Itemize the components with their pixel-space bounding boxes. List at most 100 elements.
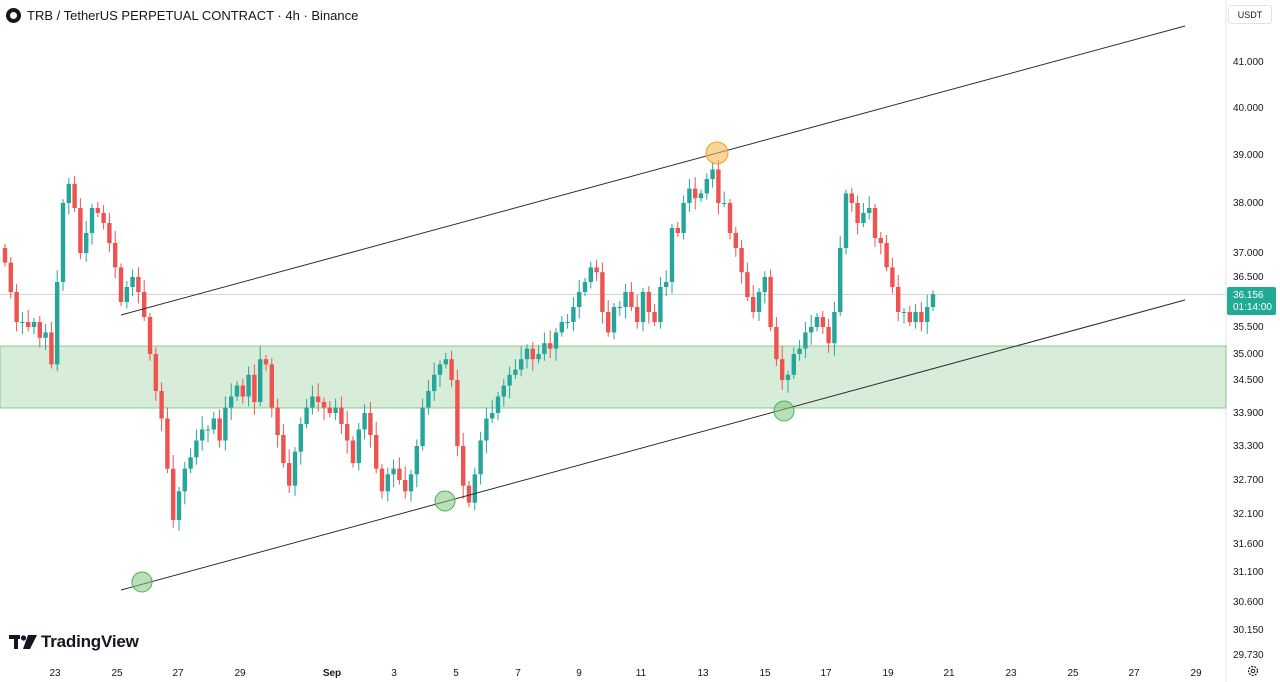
candle: [142, 280, 147, 321]
settings-gear-icon[interactable]: [1246, 664, 1260, 678]
candle-body: [513, 369, 518, 375]
candle: [919, 302, 924, 332]
candle-body: [298, 424, 303, 452]
candle-body: [739, 248, 744, 273]
candle-body: [565, 322, 570, 323]
symbol-title: TRB / TetherUS PERPETUAL CONTRACT · 4h ·…: [27, 7, 359, 23]
candle: [548, 330, 553, 359]
candle: [652, 304, 657, 326]
candle: [426, 380, 431, 415]
current-price-tag: 36.156 01:14:00: [1227, 287, 1276, 315]
candle-body: [176, 491, 182, 520]
candle-body: [472, 474, 477, 503]
channel-lower-line[interactable]: [120, 299, 1186, 591]
candle-body: [536, 354, 541, 360]
candle-body: [698, 193, 704, 199]
candle: [606, 300, 611, 337]
candle: [159, 382, 164, 432]
price-tick-label: 29.730: [1233, 650, 1264, 661]
candle: [316, 383, 321, 412]
candle-body: [780, 359, 785, 380]
candle-body: [374, 435, 379, 469]
support-zone: [0, 345, 1227, 409]
candle: [733, 227, 738, 257]
candle-body: [704, 179, 709, 194]
time-tick-label: 23: [1005, 668, 1017, 679]
candle-body: [66, 183, 71, 203]
candle: [484, 407, 489, 454]
candle: [814, 313, 820, 332]
candle-body: [37, 322, 42, 338]
candle-body: [159, 391, 164, 419]
symbol-header[interactable]: TRB / TetherUS PERPETUAL CONTRACT · 4h ·…: [6, 6, 358, 24]
candle-body: [751, 297, 756, 312]
candle: [14, 284, 19, 332]
candle-body: [507, 374, 512, 386]
candle: [913, 304, 918, 329]
candle-body: [826, 327, 831, 344]
candle-body: [849, 193, 854, 203]
candle-body: [171, 468, 176, 520]
candle: [623, 284, 628, 319]
candle: [252, 364, 257, 415]
candle: [165, 407, 170, 474]
candle: [658, 277, 663, 329]
candle: [884, 235, 889, 272]
tradingview-logo[interactable]: TradingView: [9, 632, 139, 652]
candle: [507, 366, 512, 399]
time-tick-label: 23: [49, 668, 61, 679]
candle: [49, 322, 54, 369]
candle: [275, 398, 280, 448]
candle-body: [316, 396, 321, 402]
time-tick-label: 29: [234, 668, 246, 679]
candle: [872, 204, 878, 247]
channel-upper-line[interactable]: [120, 25, 1186, 316]
candle: [362, 404, 367, 440]
candle-body: [304, 407, 309, 424]
candle: [31, 318, 37, 335]
candle: [60, 199, 66, 291]
candle: [513, 359, 518, 379]
symbol-logo-icon: [6, 7, 21, 23]
candle: [478, 431, 483, 485]
candle: [449, 350, 454, 388]
candle: [176, 486, 182, 531]
touch-marker-high: [705, 141, 729, 165]
time-tick-label: Sep: [323, 668, 341, 679]
candle: [838, 236, 843, 316]
candle: [722, 191, 727, 207]
time-tick-label: 19: [882, 668, 894, 679]
candle: [710, 161, 715, 188]
candle-body: [43, 332, 48, 338]
candle: [791, 347, 796, 379]
touch-marker-low-1: [131, 571, 153, 593]
candle-body: [693, 188, 698, 199]
candle: [664, 270, 669, 296]
candle: [803, 322, 808, 359]
candle: [687, 179, 692, 212]
time-tick-label: 9: [576, 668, 582, 679]
candle-body: [901, 312, 907, 313]
candle: [849, 187, 854, 212]
candle: [640, 288, 646, 332]
candle: [867, 196, 872, 220]
candle: [385, 467, 390, 502]
candle: [466, 481, 472, 508]
candle: [780, 346, 785, 390]
candle: [611, 303, 617, 340]
candle-body: [640, 292, 646, 322]
candle-body: [710, 169, 715, 179]
tradingview-logo-icon: [9, 635, 37, 649]
candle: [263, 355, 269, 372]
candle-body: [855, 203, 860, 223]
candle-body: [107, 223, 112, 243]
candle: [374, 421, 379, 474]
candle: [739, 240, 744, 284]
currency-button[interactable]: USDT: [1228, 5, 1272, 24]
candle-body: [2, 248, 8, 263]
touch-marker-low-3: [773, 400, 795, 422]
candle-body: [925, 307, 930, 322]
candle-body: [803, 332, 808, 349]
candle: [269, 358, 274, 418]
